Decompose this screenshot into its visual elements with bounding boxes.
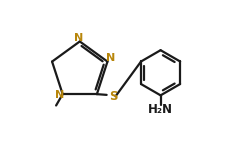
Text: N: N <box>74 33 84 43</box>
Text: S: S <box>109 90 117 103</box>
Text: N: N <box>55 90 64 100</box>
Text: H₂N: H₂N <box>148 103 173 116</box>
Text: N: N <box>106 53 115 63</box>
